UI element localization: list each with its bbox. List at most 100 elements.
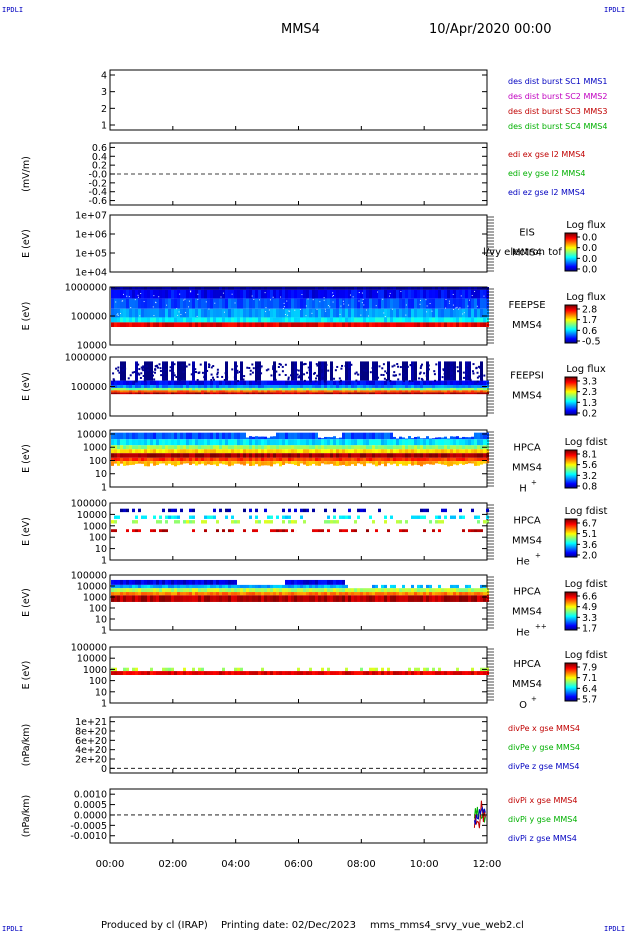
y-tick-label: 0.2 [92, 161, 107, 172]
spectrogram-cell [351, 461, 354, 465]
spectrogram-cell [471, 529, 474, 533]
spectrogram-cell [270, 453, 273, 458]
spectrogram-cell [192, 298, 195, 309]
spectrogram-cell [132, 287, 135, 290]
spectrogram-cell [231, 317, 234, 323]
spectrogram-cell [330, 385, 333, 388]
spectrogram-cell [372, 461, 375, 465]
spectrogram-cell [264, 392, 267, 395]
spectrogram-cell [405, 287, 408, 290]
spectrogram-cell [258, 584, 261, 589]
spectrogram-cell [279, 322, 282, 328]
spectrogram-cell [342, 289, 345, 299]
spectrogram-cell [411, 445, 414, 450]
spectrogram-cell [165, 387, 168, 391]
spectrogram-cell [375, 380, 378, 386]
spectrogram-cell [195, 445, 198, 450]
spectrogram-cell [273, 529, 276, 533]
spectrogram-cell [117, 322, 120, 328]
spectrogram-cell [306, 392, 309, 395]
spectrogram-cell [267, 457, 270, 462]
spectrogram-cell [348, 380, 351, 386]
spectrogram-cell [333, 385, 336, 388]
colorbar-cell [565, 398, 577, 400]
spectrogram-cell [171, 508, 174, 513]
spectrogram-cell [309, 595, 312, 602]
spectrogram-cell [360, 588, 363, 593]
spectrogram-cell [459, 461, 462, 464]
spectrogram-cell [237, 322, 240, 328]
spectrogram-cell [333, 322, 336, 328]
spectrogram-cell [342, 529, 345, 533]
spectrogram-cell [354, 390, 357, 393]
spectrogram-cell [300, 671, 303, 675]
spectrogram-cell [138, 298, 141, 309]
spectrogram-cell [358, 292, 360, 294]
colorbar-cell [565, 555, 577, 557]
spectrogram-cell [168, 588, 171, 593]
spectrogram-cell [393, 445, 396, 450]
spectrogram-cell [432, 529, 435, 533]
spectrogram-cell [282, 449, 285, 454]
spectrogram-cell [186, 385, 189, 388]
spectrogram-cell [159, 449, 162, 454]
spectrogram-cell [171, 667, 174, 672]
spectrogram-cell [243, 289, 246, 299]
spectrogram-cell [210, 392, 213, 395]
spectrogram-cell [390, 322, 393, 328]
spectrogram-cell [267, 308, 270, 318]
spectrogram-cell [147, 595, 150, 602]
spectrogram-cell [192, 667, 195, 672]
colorbar-cell [565, 540, 577, 542]
instrument-label: MMS4 [512, 320, 542, 331]
spectrogram-cell [483, 287, 486, 290]
spectrogram-cell [294, 432, 297, 440]
spectrogram-cell [405, 457, 408, 462]
spectrogram-cell [378, 289, 381, 299]
colorbar-cell [565, 698, 577, 700]
spectrogram-cell [423, 380, 426, 386]
spectrogram-cell [225, 457, 228, 462]
spectrogram-cell [240, 361, 243, 381]
spectrogram-cell [255, 380, 258, 386]
spectrogram-cell [282, 588, 285, 593]
spectrogram-cell [237, 298, 240, 309]
spectrogram-cell [138, 671, 141, 675]
spectrogram-cell [378, 317, 381, 323]
spectrogram-cell [465, 595, 468, 602]
spectrogram-cell [219, 322, 222, 328]
spectrogram-cell [330, 445, 333, 450]
spectrogram-cell [252, 367, 255, 370]
spectrogram-cell [321, 439, 324, 446]
spectrogram-cell [402, 392, 405, 395]
spectrogram-cell [378, 322, 381, 328]
spectrogram-cell [486, 520, 489, 524]
spectrogram-cell [285, 515, 288, 519]
spectrogram-cell [387, 457, 390, 462]
spectrogram-cell [165, 289, 168, 299]
spectrogram-cell [316, 308, 318, 310]
spectrogram-cell [120, 289, 123, 299]
spectrogram-cell [123, 361, 126, 381]
spectrogram-cell [144, 579, 147, 585]
spectrogram-cell [219, 671, 222, 675]
spectrogram-cell [327, 308, 330, 318]
spectrogram-cell [384, 385, 387, 388]
spectrogram-cell [351, 390, 354, 393]
spectrogram-cell [181, 364, 184, 367]
spectrogram-cell [144, 370, 147, 373]
spectrogram-cell [222, 387, 225, 391]
spectrogram-cell [444, 287, 447, 290]
spectrogram-cell [168, 515, 171, 519]
spectrogram-cell [468, 595, 471, 602]
spectrogram-cell [201, 298, 204, 309]
spectrogram-cell [320, 371, 323, 374]
spectrogram-cell [303, 390, 306, 393]
spectrogram-cell [426, 289, 429, 299]
spectrogram-cell [189, 579, 192, 585]
spectrogram-cell [225, 449, 228, 454]
spectrogram-cell [141, 287, 144, 290]
spectrogram-cell [402, 588, 405, 593]
spectrogram-cell [270, 392, 273, 395]
spectrogram-cell [486, 392, 489, 395]
